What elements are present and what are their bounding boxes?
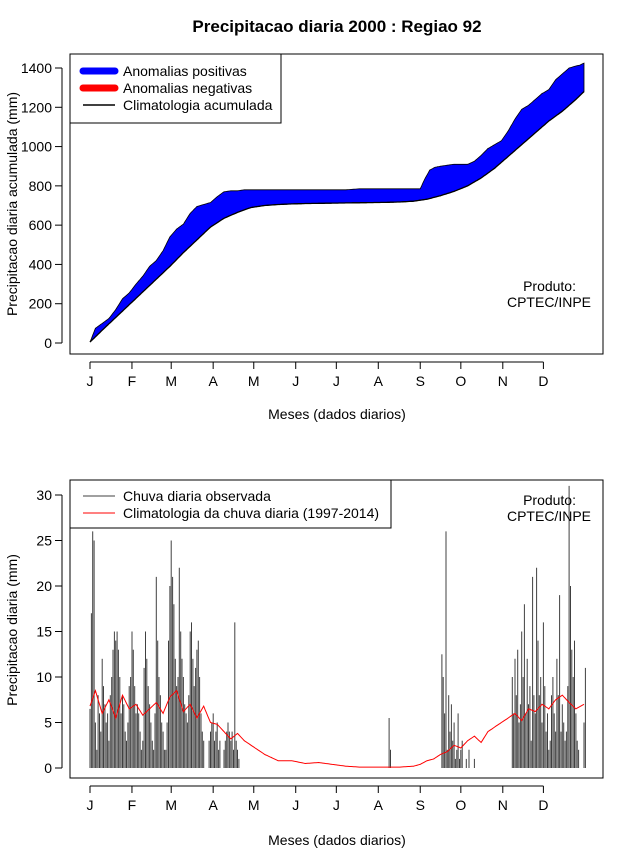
0-x-tick-label: A <box>374 373 384 389</box>
legend-label-climatology: Climatologia acumulada <box>123 97 273 113</box>
1-x-tick-label: F <box>128 797 137 813</box>
0-x-tick-label: A <box>208 373 218 389</box>
daily-climatology-line <box>89 688 585 768</box>
1-x-tick-label: A <box>208 797 218 813</box>
legend-label-negative: Anomalias negativas <box>123 80 252 96</box>
bottom-x-axis-label: Meses (dados diarios) <box>268 832 406 848</box>
top-y-axis-label: Precipitacao diaria acumulada (mm) <box>4 92 20 316</box>
top-data-marks <box>89 62 585 343</box>
0-x-tick-label: D <box>538 373 548 389</box>
top-annotation-line-2: CPTEC/INPE <box>507 294 591 310</box>
top-chart: J F M A M J J A S O N D 0 200 400 600 800 1000 1200 1400 M… <box>4 53 604 422</box>
0-x-tick-label: J <box>292 373 299 389</box>
1-x-tick-label: J <box>292 797 299 813</box>
1-y-tick-label: 20 <box>36 578 52 594</box>
1-x-tick-label: M <box>165 797 177 813</box>
0-x-tick-label: M <box>248 373 260 389</box>
0-y-tick-label: 400 <box>29 256 53 272</box>
climatology-line <box>89 91 585 343</box>
1-x-tick-label: A <box>374 797 384 813</box>
top-x-axis-label: Meses (dados diarios) <box>268 406 406 422</box>
0-y-tick-label: 800 <box>29 178 53 194</box>
0-y-tick-label: 1000 <box>21 139 52 155</box>
1-x-tick-label: J <box>333 797 340 813</box>
top-y-axis: 0 200 400 600 800 1000 1200 1400 <box>21 60 63 351</box>
1-x-tick-label: J <box>87 797 94 813</box>
chart-title: Precipitacao diaria 2000 : Regiao 92 <box>192 17 481 36</box>
top-annotation-line-1: Produto: <box>523 278 576 294</box>
0-y-tick-label: 200 <box>29 296 53 312</box>
1-y-tick-label: 0 <box>44 760 52 776</box>
0-y-tick-label: 600 <box>29 217 53 233</box>
0-x-tick-label: S <box>416 373 425 389</box>
0-x-tick-label: J <box>333 373 340 389</box>
1-y-tick-label: 5 <box>44 715 52 731</box>
0-y-tick-label: 0 <box>44 335 52 351</box>
1-y-tick-label: 25 <box>36 533 52 549</box>
top-legend: Anomalias positivas Anomalias negativas … <box>69 53 282 124</box>
0-x-tick-label: J <box>87 373 94 389</box>
0-x-tick-label: N <box>498 373 508 389</box>
bottom-y-axis-label: Precipitacao diaria (mm) <box>4 554 20 706</box>
1-x-tick-label: N <box>498 797 508 813</box>
1-y-tick-label: 30 <box>36 487 52 503</box>
legend-label-positive: Anomalias positivas <box>123 63 247 79</box>
1-x-tick-label: D <box>538 797 548 813</box>
bottom-annotation-line-1: Produto: <box>523 492 576 508</box>
0-y-tick-label: 1400 <box>21 60 52 76</box>
bottom-legend: Chuva diaria observada Climatologia da c… <box>69 479 392 529</box>
bottom-chart: J F M A M J J A S O N D 0 5 10 15 20 25 30 Meses (dados d… <box>4 479 604 848</box>
bottom-y-axis: 0 5 10 15 20 25 30 <box>36 487 63 776</box>
0-y-tick-label: 1200 <box>21 99 52 115</box>
0-x-tick-label: F <box>128 373 137 389</box>
1-x-tick-label: M <box>248 797 260 813</box>
1-y-tick-label: 10 <box>36 669 52 685</box>
legend-label-daily-climatology: Climatologia da chuva diaria (1997-2014) <box>123 505 379 521</box>
1-y-tick-label: 15 <box>36 624 52 640</box>
0-x-tick-label: M <box>165 373 177 389</box>
bottom-data-marks <box>89 485 586 768</box>
legend-label-observed: Chuva diaria observada <box>123 488 271 504</box>
1-x-tick-label: O <box>455 797 466 813</box>
bottom-legend-box <box>69 479 392 529</box>
1-x-tick-label: S <box>416 797 425 813</box>
0-x-tick-label: O <box>455 373 466 389</box>
bottom-annotation-line-2: CPTEC/INPE <box>507 508 591 524</box>
top-plot-box <box>69 53 604 355</box>
